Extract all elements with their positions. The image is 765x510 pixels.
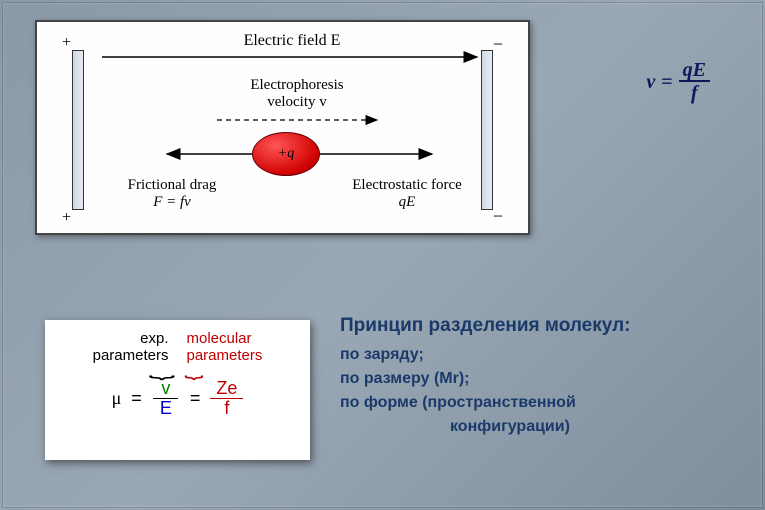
velocity-formula: v = qE f bbox=[646, 60, 710, 104]
brace-mol: ⏟ bbox=[184, 363, 203, 373]
param-headers: exp. parameters molecular parameters bbox=[59, 330, 296, 365]
charged-particle: +q bbox=[252, 132, 320, 176]
frictional-drag-label: Frictional drag F = fv bbox=[112, 177, 232, 210]
formula-fraction: qE f bbox=[679, 60, 710, 104]
equals-1: = bbox=[131, 388, 142, 409]
f-symbol: f bbox=[218, 399, 235, 419]
electrophoresis-velocity-label: Electrophoresis velocity v bbox=[232, 77, 362, 110]
Ze-over-f: Ze f bbox=[210, 379, 243, 420]
brace-exp: ⏟ bbox=[148, 363, 174, 373]
electrophoresis-diagram: + + − − +q Electric field E Electrophore… bbox=[35, 20, 530, 235]
principle-title: Принцип разделения молекул: bbox=[340, 315, 740, 337]
mu-symbol: μ bbox=[112, 388, 122, 409]
v-over-E: v E bbox=[152, 379, 180, 420]
formula-numerator: qE bbox=[679, 60, 710, 82]
formula-lhs: v bbox=[646, 71, 655, 94]
mobility-equation: μ = v E = Ze f bbox=[59, 379, 296, 420]
formula-equals: = bbox=[661, 71, 672, 94]
formula-denominator: f bbox=[687, 82, 702, 104]
Ze-symbol: Ze bbox=[210, 379, 243, 400]
electrostatic-force-label: Electrostatic force qE bbox=[337, 177, 477, 210]
mobility-parameters-box: exp. parameters molecular parameters ⏟ ⏟… bbox=[45, 320, 310, 460]
ion-label: +q bbox=[278, 146, 294, 162]
principle-line-2: по размеру (Mr); bbox=[340, 367, 740, 391]
principle-line-4: конфигурации) bbox=[340, 415, 740, 439]
electric-field-label: Electric field E bbox=[232, 32, 352, 50]
separation-principle-text: Принцип разделения молекул: по заряду; п… bbox=[340, 315, 740, 439]
E-symbol: E bbox=[152, 399, 180, 419]
principle-line-3: по форме (пространственной bbox=[340, 391, 740, 415]
v-symbol: v bbox=[153, 379, 178, 400]
equals-2: = bbox=[190, 388, 201, 409]
principle-line-1: по заряду; bbox=[340, 343, 740, 367]
